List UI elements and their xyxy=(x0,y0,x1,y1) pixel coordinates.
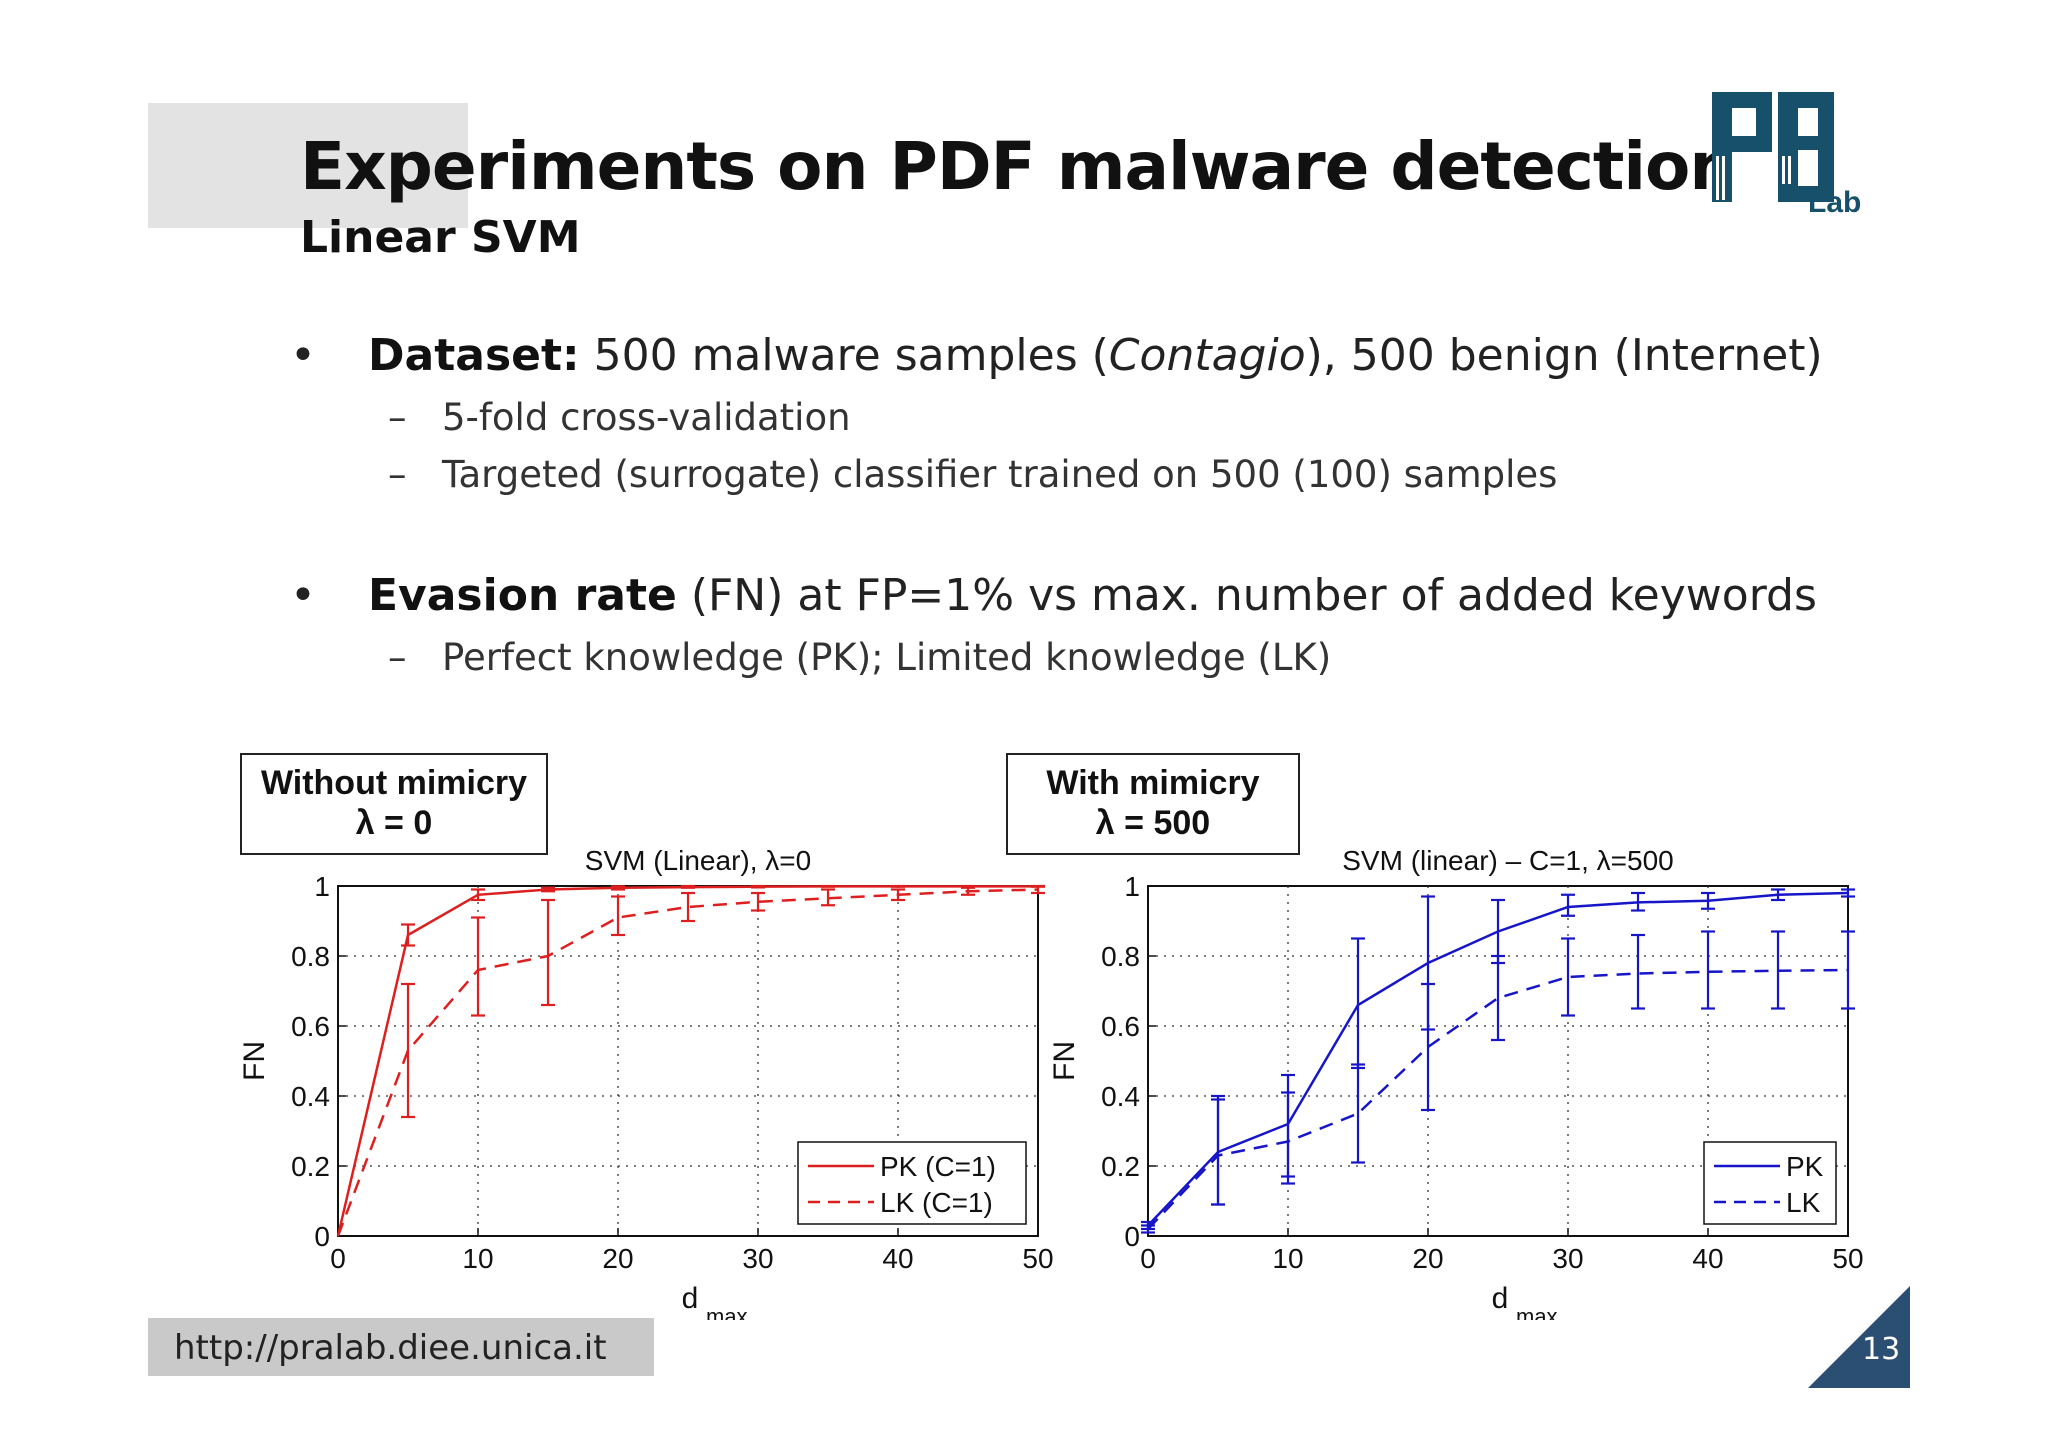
panel-label-line1: With mimicry xyxy=(1046,764,1260,802)
bullet-dot: • xyxy=(290,570,316,621)
y-tick-label: 0.4 xyxy=(1101,1081,1140,1112)
legend-label: PK (C=1) xyxy=(880,1151,996,1182)
legend-label: LK xyxy=(1786,1187,1821,1218)
chart-left: SVM (Linear), λ=0 0 10 20 30 40 50 0 0.2 0.4 0.6 0.… xyxy=(238,845,1054,1320)
x-axis-label-sub: max xyxy=(1516,1304,1558,1320)
sub-bullet-text: Perfect knowledge (PK); Limited knowledg… xyxy=(442,636,1332,679)
footer-url[interactable]: http://pralab.diee.unica.it xyxy=(174,1328,607,1368)
y-axis-label: FN xyxy=(1048,1041,1081,1081)
legend-label: LK (C=1) xyxy=(880,1187,993,1218)
x-tick-label: 30 xyxy=(1552,1243,1583,1274)
y-axis-label: FN xyxy=(238,1041,271,1081)
x-tick-label: 40 xyxy=(1692,1243,1723,1274)
y-tick-label: 0.6 xyxy=(1101,1011,1140,1042)
bullet-text: 500 malware samples ( xyxy=(579,330,1109,381)
slide-title: Experiments on PDF malware detection xyxy=(300,128,1736,205)
x-tick-label: 0 xyxy=(1140,1243,1156,1274)
chart-title: SVM (linear) – C=1, λ=500 xyxy=(1342,845,1674,876)
sub-bullet-text: Targeted (surrogate) classifier trained … xyxy=(442,453,1558,496)
x-axis-label: d xyxy=(1492,1282,1509,1315)
pralab-logo: Lab xyxy=(1712,92,1861,218)
panel-label-left: Without mimicry λ = 0 xyxy=(240,753,548,855)
x-tick-label: 20 xyxy=(602,1243,633,1274)
bullet-text-end: ), 500 benign (Internet) xyxy=(1305,330,1823,381)
slide-subtitle: Linear SVM xyxy=(300,212,581,263)
footer-box xyxy=(148,1318,654,1376)
x-tick-label: 10 xyxy=(462,1243,493,1274)
x-tick-label: 10 xyxy=(1272,1243,1303,1274)
y-tick-label: 0.4 xyxy=(291,1081,330,1112)
y-tick-label: 0.2 xyxy=(291,1151,330,1182)
page-number: 13 xyxy=(1862,1332,1901,1367)
x-axis-label-sub: max xyxy=(706,1304,748,1320)
y-tick-label: 0.8 xyxy=(291,941,330,972)
panel-label-right: With mimicry λ = 500 xyxy=(1006,753,1300,855)
x-tick-label: 40 xyxy=(882,1243,913,1274)
y-tick-label: 0.6 xyxy=(291,1011,330,1042)
bullet-italic: Contagio xyxy=(1108,330,1306,381)
page-number-badge xyxy=(1808,1286,1910,1388)
y-tick-label: 0.2 xyxy=(1101,1151,1140,1182)
x-tick-label: 50 xyxy=(1832,1243,1863,1274)
sub-bullet-text: 5-fold cross-validation xyxy=(442,396,851,439)
legend-label: PK xyxy=(1786,1151,1824,1182)
legend-box xyxy=(1703,1141,1837,1225)
y-tick-label: 0.8 xyxy=(1101,941,1140,972)
chart-right: SVM (linear) – C=1, λ=500 0 10 20 30 40 50 0 0.2… xyxy=(1048,845,1864,1320)
y-tick-label: 1 xyxy=(314,871,330,902)
x-tick-label: 50 xyxy=(1022,1243,1053,1274)
logo-text: Lab xyxy=(1808,186,1861,218)
bullet-text: (FN) at FP=1% vs max. number of added ke… xyxy=(676,570,1817,621)
x-axis-label: d xyxy=(682,1282,699,1315)
bullet-dot: • xyxy=(290,330,316,381)
y-tick-label: 0 xyxy=(314,1221,330,1252)
y-tick-label: 0 xyxy=(1124,1221,1140,1252)
series-line xyxy=(336,888,1039,1237)
chart-title: SVM (Linear), λ=0 xyxy=(585,845,811,876)
panel-label-line2: λ = 500 xyxy=(1095,804,1211,842)
y-tick-label: 1 xyxy=(1124,871,1140,902)
x-tick-label: 30 xyxy=(742,1243,773,1274)
title-accent-box xyxy=(148,103,468,228)
bullet-bold: Dataset: xyxy=(368,330,580,381)
bullet-bold: Evasion rate xyxy=(368,570,677,621)
series-line xyxy=(1147,968,1849,1230)
legend-box xyxy=(797,1141,1027,1225)
panel-label-line1: Without mimicry xyxy=(260,764,528,802)
x-tick-label: 20 xyxy=(1412,1243,1443,1274)
x-tick-label: 0 xyxy=(330,1243,346,1274)
panel-label-line2: λ = 0 xyxy=(355,804,433,842)
